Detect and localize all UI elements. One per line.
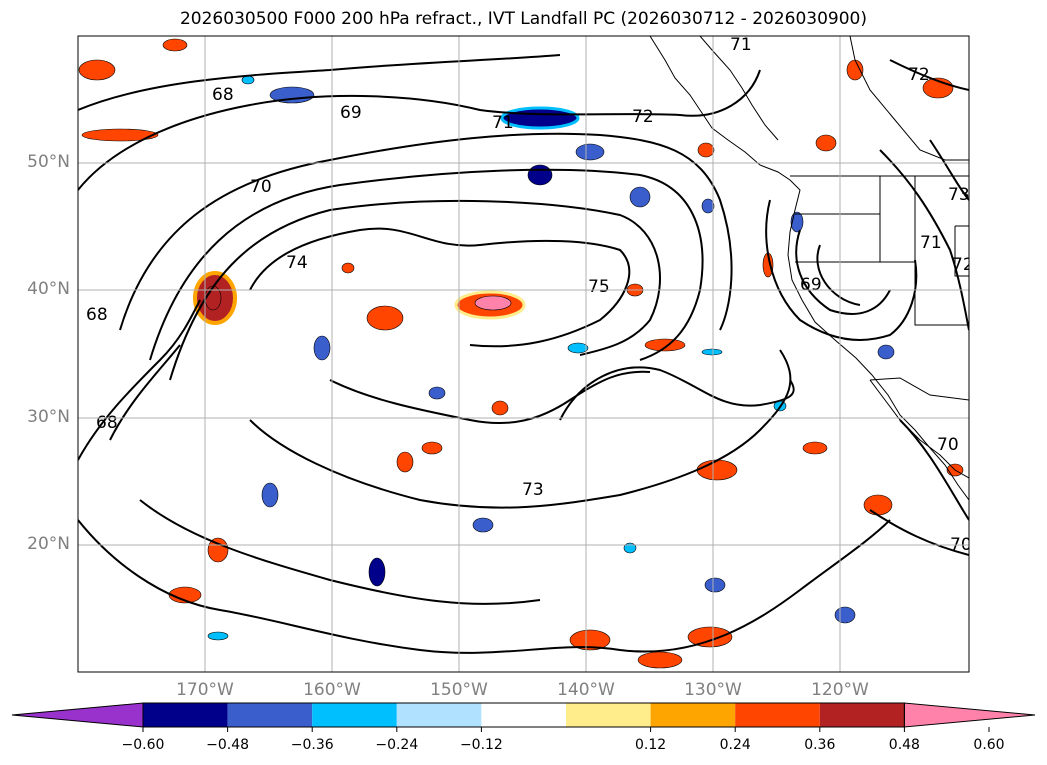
contour-label: 71 xyxy=(492,113,514,133)
colorbar-outline xyxy=(142,702,905,728)
colorbar-tick-label: 0.60 xyxy=(973,737,1005,753)
colorbar-segment xyxy=(227,703,313,727)
colorbar-tick-label: −0.24 xyxy=(375,737,419,753)
colorbar-segment xyxy=(650,703,736,727)
colorbar-tick-label: 0.48 xyxy=(888,737,920,753)
colorbar-tick-label: −0.12 xyxy=(459,737,503,753)
gridlines xyxy=(78,36,969,672)
lat-tick-label: 50°N xyxy=(27,152,70,172)
colorbar-tick-label: −0.36 xyxy=(290,737,334,753)
lon-tick-label: 130°W xyxy=(684,680,742,700)
plot-frame xyxy=(77,35,970,673)
colorbar-extend-max xyxy=(903,702,1036,728)
contour-label: 72 xyxy=(952,255,974,275)
colorbar-tick-label: 0.12 xyxy=(635,737,667,753)
contour-label: 69 xyxy=(340,103,362,123)
contour-label: 68 xyxy=(212,85,234,105)
colorbar-tick-label: 0.24 xyxy=(719,737,751,753)
contour-label: 71 xyxy=(920,233,942,253)
colorbar-extend-min xyxy=(11,702,144,728)
contour-label: 70 xyxy=(250,177,272,197)
contour-label: 72 xyxy=(908,65,930,85)
colorbar-tick-label: 0.36 xyxy=(804,737,836,753)
colorbar-tick-label: −0.48 xyxy=(206,737,250,753)
map-plot: 68 69 70 71 72 74 75 73 68 68 69 71 72 7… xyxy=(77,35,974,673)
contour-label: 69 xyxy=(800,275,822,295)
lon-tick-label: 140°W xyxy=(557,680,615,700)
lat-tick-label: 20°N xyxy=(27,534,70,554)
contour-label: 71 xyxy=(730,35,752,55)
map-title: 2026030500 F000 200 hPa refract., IVT La… xyxy=(179,9,867,29)
contour-label: 68 xyxy=(86,305,108,325)
colorbar-segment xyxy=(566,703,651,727)
contour-label: 75 xyxy=(588,277,610,297)
colorbar-segment xyxy=(481,703,566,727)
contour-label: 73 xyxy=(948,185,970,205)
lon-tick-label: 170°W xyxy=(176,680,234,700)
colorbar-segment xyxy=(312,703,397,727)
refractivity-contours xyxy=(78,54,969,654)
lon-tick-label: 120°W xyxy=(811,680,869,700)
contour-label: 73 xyxy=(522,480,544,500)
colorbar-segment xyxy=(819,703,905,727)
contour-label: 68 xyxy=(96,413,118,433)
lon-tick-label: 160°W xyxy=(303,680,361,700)
contour-label: 72 xyxy=(632,107,654,127)
colorbar-segment xyxy=(396,703,482,727)
lon-tick-label: 150°W xyxy=(430,680,488,700)
colorbar-tick-label: −0.60 xyxy=(121,737,165,753)
contour-label: 74 xyxy=(286,253,308,273)
lat-tick-label: 30°N xyxy=(27,407,70,427)
plot-background xyxy=(78,36,969,672)
contour-label: 70 xyxy=(937,435,959,455)
colorbar-segment xyxy=(143,703,228,727)
lat-tick-label: 40°N xyxy=(27,279,70,299)
colorbar-segment xyxy=(735,703,820,727)
